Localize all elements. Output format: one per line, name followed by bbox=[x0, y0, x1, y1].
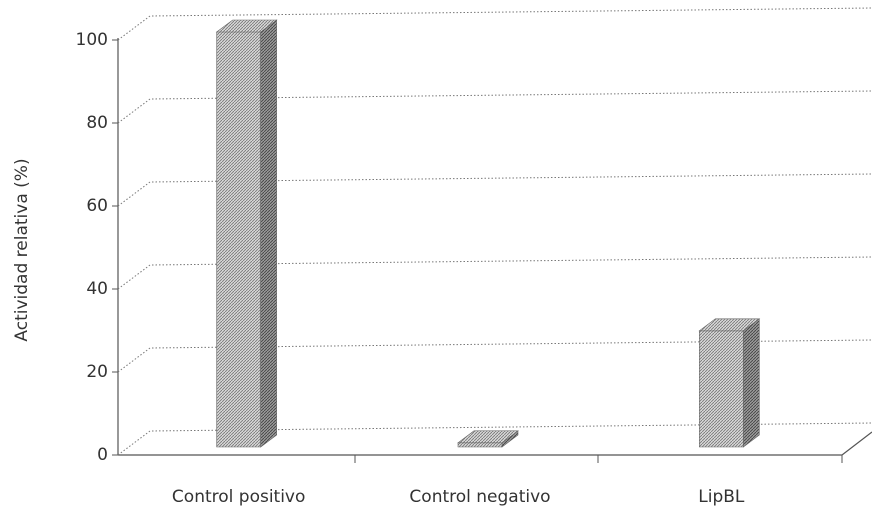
grid-line bbox=[117, 339, 872, 373]
bar-top bbox=[457, 430, 519, 444]
y-tick-label: 0 bbox=[97, 445, 108, 465]
bar-side bbox=[260, 19, 277, 448]
bar-front bbox=[699, 330, 744, 448]
x-tick-label: Control negativo bbox=[409, 487, 550, 507]
y-tick-label: 100 bbox=[76, 30, 108, 50]
x-tick-label: Control positivo bbox=[172, 487, 305, 507]
bar bbox=[215, 19, 278, 448]
grid-line bbox=[117, 422, 872, 456]
y-tick-label: 80 bbox=[86, 113, 108, 133]
bar-front bbox=[457, 442, 503, 448]
grid-line bbox=[117, 256, 872, 290]
y-tick-label: 20 bbox=[86, 362, 108, 382]
y-tick-label: 60 bbox=[86, 196, 108, 216]
bar bbox=[457, 430, 519, 448]
grid-line bbox=[117, 173, 872, 207]
y-axis-label: Actividad relativa (%) bbox=[12, 158, 32, 341]
grid-line bbox=[117, 7, 872, 41]
bar-side bbox=[743, 318, 760, 448]
bar-top bbox=[215, 19, 278, 33]
x-tick-label: LipBL bbox=[698, 487, 745, 507]
bar-front bbox=[216, 31, 261, 448]
y-tick-label: 40 bbox=[86, 279, 108, 299]
grid-line bbox=[117, 90, 872, 124]
bar bbox=[698, 318, 761, 448]
bar-top bbox=[698, 318, 761, 332]
